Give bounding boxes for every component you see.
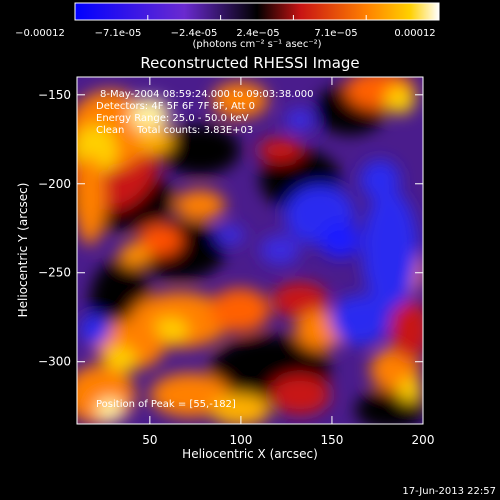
x-axis-label: Heliocentric X (arcsec) <box>182 447 318 461</box>
x-tick-label: 200 <box>412 433 435 447</box>
peak-position-label: Position of Peak = [55,-182] <box>96 399 236 410</box>
chart-title: Reconstructed RHESSI Image <box>140 54 359 72</box>
footer-timestamp: 17-Jun-2013 22:57 <box>402 486 496 497</box>
colorbar-tick-label: −2.4e-05 <box>171 28 218 39</box>
annotation-clean-counts: Clean Total counts: 3.83E+03 <box>96 125 253 136</box>
colorbar-tick-label: 0.00012 <box>394 28 435 39</box>
y-tick-label: −250 <box>38 266 71 280</box>
heatmap-image <box>77 77 423 424</box>
colorbar-tick-label: 7.1e−05 <box>314 28 357 39</box>
plot-frame <box>76 76 424 425</box>
colorbar-tick-label: −0.00012 <box>15 28 65 39</box>
colorbar-ticks: −0.00012 −7.1e-05 −2.4e-05 2.4e−05 7.1e−05 0.… <box>15 15 440 39</box>
x-tick-label: 50 <box>142 433 157 447</box>
annotation-energy-range: Energy Range: 25.0 - 50.0 keV <box>96 113 249 124</box>
colorbar-unit-label: (photons cm⁻² s⁻¹ asec⁻²) <box>192 39 321 50</box>
y-axis: −150 −200 −250 −300 <box>38 88 423 369</box>
y-axis-label: Heliocentric Y (arcsec) <box>16 183 30 318</box>
x-tick-label: 100 <box>229 433 252 447</box>
y-tick-label: −150 <box>38 88 71 102</box>
annotation-detectors: Detectors: 4F 5F 6F 7F 8F, Att 0 <box>96 101 255 112</box>
y-tick-label: −200 <box>38 177 71 191</box>
x-tick-label: 150 <box>320 433 343 447</box>
annotation-time-range: 8-May-2004 08:59:24.000 to 09:03:38.000 <box>100 89 313 100</box>
y-tick-label: −300 <box>38 355 71 369</box>
colorbar <box>74 2 440 21</box>
colorbar-tick-label: 2.4e−05 <box>236 28 279 39</box>
x-axis: 50 100 150 200 <box>142 77 434 447</box>
colorbar-tick-label: −7.1e-05 <box>95 28 142 39</box>
